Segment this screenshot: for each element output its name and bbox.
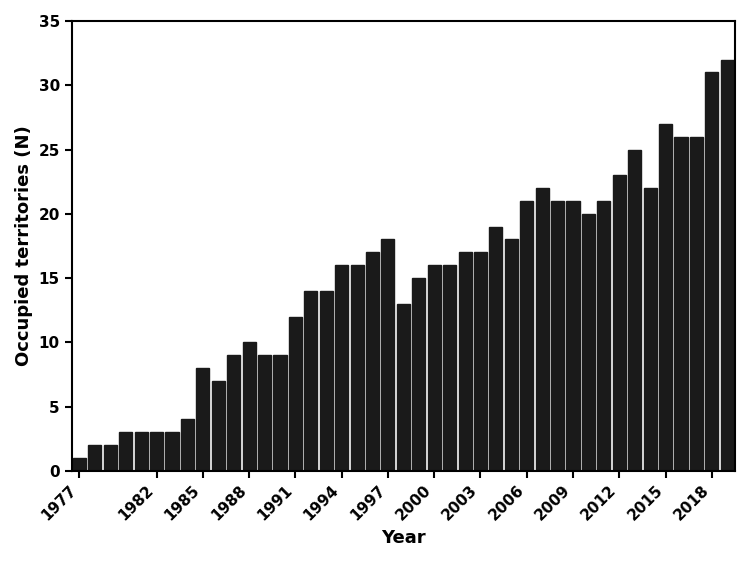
Bar (721, 60, 734, 471)
Bar (644, 188, 657, 471)
Bar (705, 72, 718, 471)
Bar (88, 445, 101, 471)
Bar (505, 239, 518, 471)
Bar (150, 432, 164, 471)
Bar (104, 445, 117, 471)
Bar (119, 432, 132, 471)
Bar (350, 265, 364, 471)
Bar (520, 201, 533, 471)
Bar (413, 278, 425, 471)
Bar (274, 355, 286, 471)
X-axis label: Year: Year (381, 529, 426, 547)
Bar (674, 137, 688, 471)
Bar (289, 316, 302, 471)
Bar (489, 226, 502, 471)
Bar (566, 201, 580, 471)
Bar (382, 239, 394, 471)
Bar (242, 342, 256, 471)
Bar (427, 265, 441, 471)
Bar (659, 124, 672, 471)
Bar (304, 291, 317, 471)
Bar (335, 265, 348, 471)
Bar (227, 355, 240, 471)
Bar (690, 137, 703, 471)
Bar (166, 432, 178, 471)
Bar (397, 303, 410, 471)
Bar (458, 252, 472, 471)
Y-axis label: Occupied territories (N): Occupied territories (N) (15, 125, 33, 366)
Bar (73, 458, 86, 471)
Bar (551, 201, 564, 471)
Bar (474, 252, 487, 471)
Bar (258, 355, 271, 471)
Bar (134, 432, 148, 471)
Bar (597, 201, 610, 471)
Bar (196, 368, 209, 471)
Bar (181, 419, 194, 471)
Bar (628, 149, 641, 471)
Bar (443, 265, 456, 471)
Bar (320, 291, 333, 471)
Bar (613, 175, 626, 471)
Bar (582, 214, 595, 471)
Bar (211, 381, 225, 471)
Bar (536, 188, 549, 471)
Bar (366, 252, 379, 471)
